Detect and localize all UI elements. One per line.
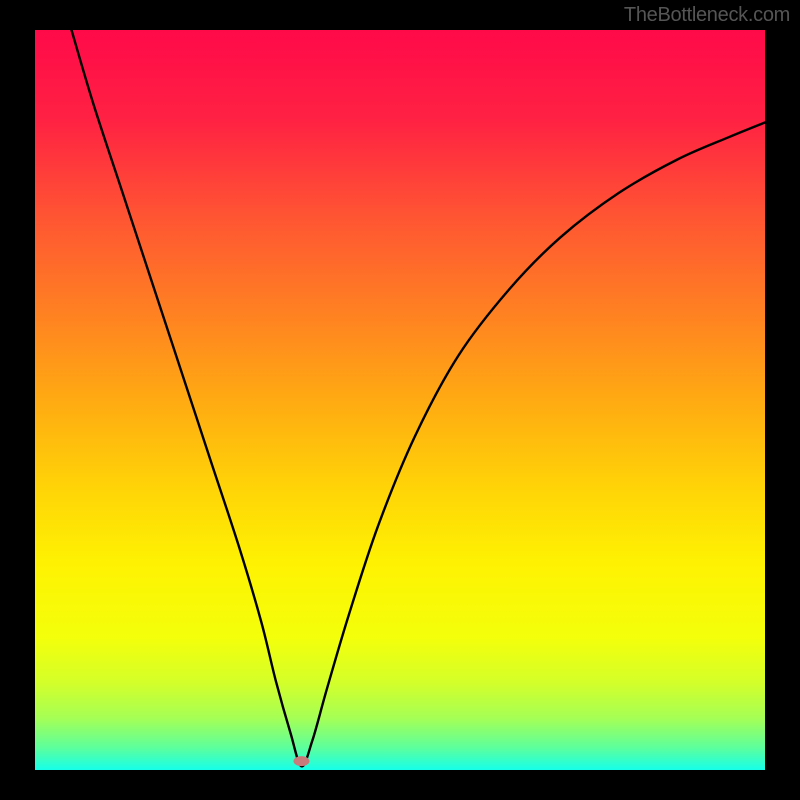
- optimum-marker: [293, 756, 309, 766]
- plot-area: [35, 30, 765, 770]
- watermark-text: TheBottleneck.com: [624, 4, 790, 27]
- bottleneck-chart: [0, 0, 800, 800]
